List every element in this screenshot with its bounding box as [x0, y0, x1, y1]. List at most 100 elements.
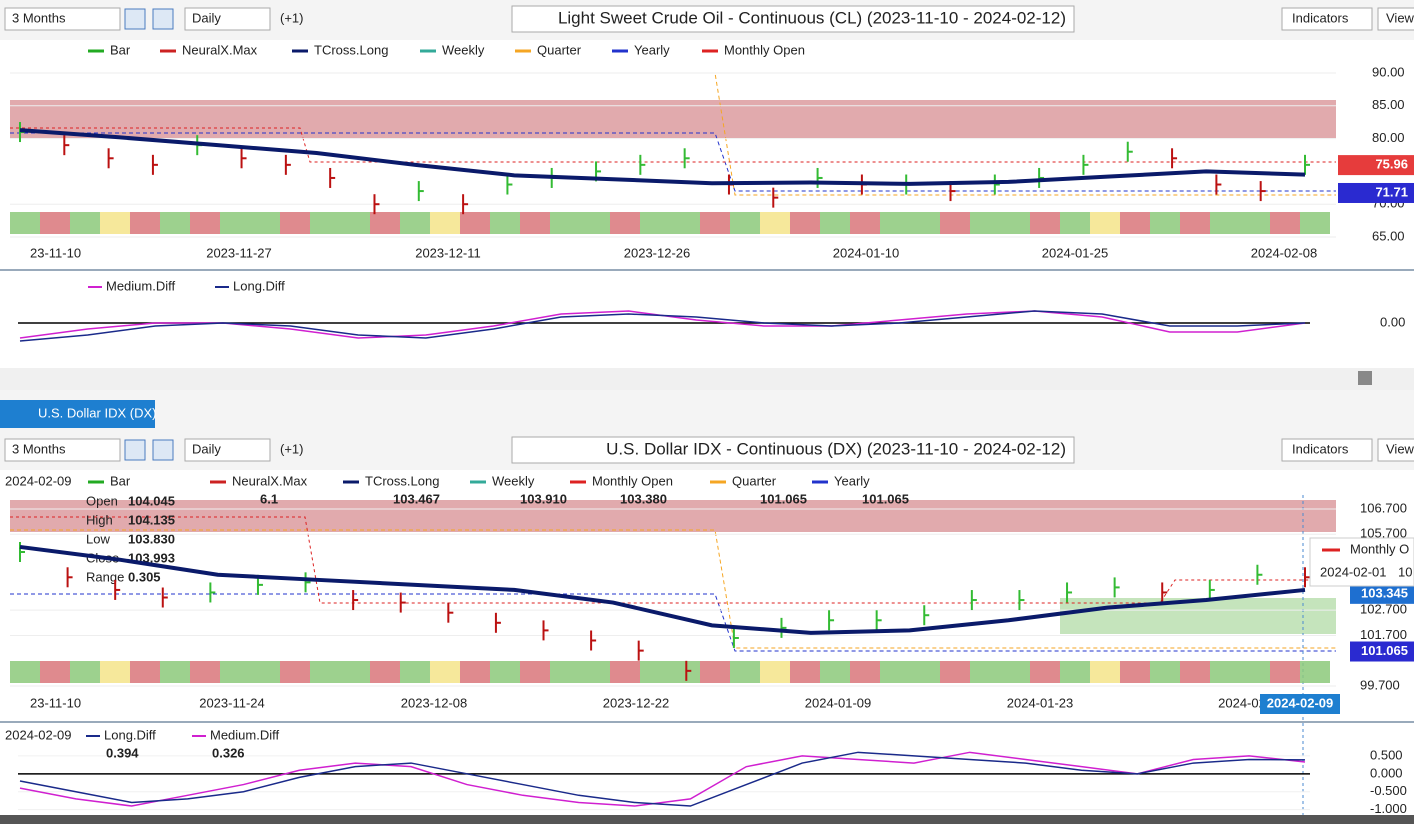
trend-cell [1180, 212, 1210, 234]
legend-label: Long.Diff [233, 278, 285, 293]
price-marker [1350, 583, 1414, 604]
y-tick-label: 90.00 [1372, 64, 1405, 79]
trend-cell [1300, 212, 1330, 234]
trend-cell [400, 212, 430, 234]
y-tick-label: 80.00 [1372, 130, 1405, 145]
trend-cell [640, 212, 670, 234]
zoom-in[interactable] [124, 8, 146, 30]
tab-label[interactable]: U.S. Dollar IDX (DX) [38, 405, 156, 420]
trend-cell [340, 212, 370, 234]
view-button[interactable] [1377, 7, 1414, 31]
legend-value: 0.394 [106, 745, 139, 760]
y-tick-label: 101.700 [1360, 627, 1407, 642]
trend-cell [160, 661, 190, 683]
trend-cell [250, 212, 280, 234]
trend-cell [400, 661, 430, 683]
legend-value: 101.065 [760, 491, 807, 506]
view-label: View [1386, 10, 1414, 25]
trend-cell [430, 661, 460, 683]
trend-cell [880, 661, 910, 683]
quarter-line [10, 529, 1336, 649]
trend-cell [730, 661, 760, 683]
trend-cell [940, 212, 970, 234]
legend-label: Bar [110, 42, 131, 57]
price-marker-label: 103.345 [1361, 585, 1408, 600]
title-box [511, 436, 1075, 464]
legend-label: Yearly [834, 473, 870, 488]
view-button[interactable] [1377, 438, 1414, 462]
trend-cell [550, 661, 580, 683]
trend-cell [820, 212, 850, 234]
indicators-button[interactable] [1281, 438, 1373, 462]
ohlc-label: Open [86, 493, 118, 508]
trend-cell [460, 661, 490, 683]
chart-title: U.S. Dollar IDX - Continuous (DX) (2023-… [606, 439, 1066, 458]
status-bar [0, 815, 1414, 824]
trend-cell [1120, 212, 1150, 234]
trend-cell [40, 212, 70, 234]
trend-cell [130, 661, 160, 683]
range-select[interactable] [4, 438, 121, 462]
trend-cell [850, 212, 880, 234]
indicators-button[interactable] [1281, 7, 1373, 31]
trend-cell [1270, 212, 1300, 234]
tcross-line [19, 128, 1306, 186]
trend-cell [280, 212, 310, 234]
scroll-thumb[interactable] [1358, 371, 1372, 385]
legend-value: 0.326 [212, 745, 245, 760]
trend-cell [850, 661, 880, 683]
interval-select[interactable] [184, 7, 271, 31]
trend-cell [670, 212, 700, 234]
x-tick-label: 2023-12-22 [603, 695, 670, 710]
tab[interactable] [0, 400, 155, 428]
legend-value: 103.380 [620, 491, 667, 506]
y-tick-label: 65.00 [1372, 228, 1405, 243]
legend-label: Weekly [442, 42, 485, 57]
trend-cell [160, 212, 190, 234]
y-tick-label: -0.500 [1370, 783, 1407, 798]
popup-value: 10 [1398, 564, 1412, 579]
trend-cell [670, 661, 700, 683]
x-tick-label: 2023-11-24 [199, 695, 265, 710]
trend-cell [220, 661, 250, 683]
cursor-date: 2024-02-09 [1267, 695, 1334, 710]
interval-select[interactable] [184, 438, 271, 462]
price-marker [1338, 182, 1414, 203]
range-select[interactable] [4, 7, 121, 31]
zoom-in[interactable] [124, 439, 146, 461]
zoom-out[interactable] [152, 439, 174, 461]
legend-value: 103.467 [393, 491, 440, 506]
popup-label: Monthly O [1350, 541, 1409, 556]
medium-diff-line [19, 751, 1306, 807]
trend-cell [190, 212, 220, 234]
title-box [511, 5, 1075, 33]
y-tick-label: 105.700 [1360, 526, 1407, 541]
trend-cell [130, 212, 160, 234]
legend-value: 103.910 [520, 491, 567, 506]
x-tick-label: 23-11-10 [30, 695, 81, 710]
trend-cell [1240, 212, 1270, 234]
trend-cell [520, 212, 550, 234]
cursor-date-box [1260, 694, 1340, 714]
trend-cell [1090, 661, 1120, 683]
legend-label: Long.Diff [104, 727, 156, 742]
legend-label: TCross.Long [314, 42, 388, 57]
trend-cell [910, 212, 940, 234]
trend-cell [1000, 661, 1030, 683]
trend-cell [70, 212, 100, 234]
x-tick-label: 2023-12-11 [415, 245, 481, 260]
trend-cell [70, 661, 100, 683]
x-tick-label: 2024-01-23 [1007, 695, 1074, 710]
trend-cell [700, 661, 730, 683]
indicators-label: Indicators [1292, 10, 1349, 25]
zoom-out[interactable] [152, 8, 174, 30]
popup-date: 2024-02-01 [1320, 564, 1387, 579]
trend-cell [10, 661, 40, 683]
scrollbar[interactable] [0, 368, 1414, 390]
trend-cell [1300, 661, 1330, 683]
interval-label: Daily [192, 441, 221, 456]
x-tick-label: 2024-02 [1218, 695, 1266, 710]
range-select-label: 3 Months [12, 10, 66, 25]
